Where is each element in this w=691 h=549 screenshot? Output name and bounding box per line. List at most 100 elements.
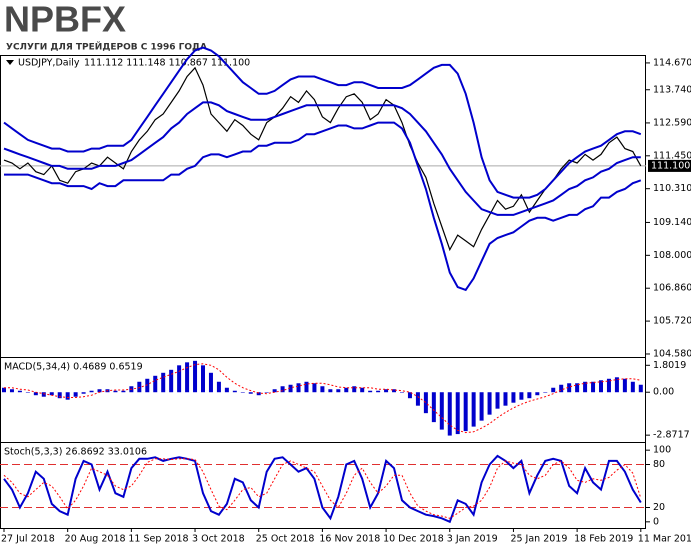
x-tick-label: 11 Mar 2019 — [638, 534, 691, 545]
macd-bar — [535, 392, 540, 396]
macd-bar — [41, 392, 46, 397]
panel-title: MACD(5,34,4) 0.4689 0.6519 — [4, 362, 143, 373]
macd-bar — [145, 378, 150, 393]
macd-bar — [360, 387, 365, 393]
macd-bar — [352, 386, 357, 393]
macd-bar — [344, 387, 349, 393]
x-tick-label: 16 Nov 2018 — [319, 534, 380, 545]
bollinger-band — [3, 101, 641, 216]
macd-bar — [240, 392, 245, 393]
macd-bar — [185, 362, 190, 393]
macd-bar — [193, 360, 198, 393]
macd-bar — [296, 383, 301, 393]
macd-bar — [495, 392, 500, 409]
macd-bar — [376, 390, 381, 393]
macd-bar — [224, 387, 229, 393]
macd-bar — [583, 381, 588, 393]
macd-bar — [423, 392, 428, 414]
macd-bar — [559, 384, 564, 393]
macd-bar — [384, 389, 389, 393]
macd-bar — [471, 392, 476, 427]
last-price-label: 111.100 — [651, 160, 690, 171]
y-tick-label: 104.580 — [653, 348, 691, 359]
y-tick-label: 108.000 — [653, 250, 691, 261]
macd-bar — [97, 389, 102, 393]
macd-bar — [415, 392, 420, 406]
macd-bar — [551, 387, 556, 393]
macd-bar — [328, 389, 333, 393]
macd-bar — [17, 390, 22, 393]
price-line — [3, 66, 642, 252]
x-tick-label: 10 Dec 2018 — [383, 534, 444, 545]
signal-line — [3, 458, 642, 519]
macd-bar — [280, 386, 285, 393]
macd-bar — [65, 392, 70, 400]
y-tick-label: 111.450 — [653, 150, 691, 161]
macd-bar — [121, 390, 126, 393]
x-tick-label: 18 Feb 2019 — [574, 534, 633, 545]
x-tick-label: 3 Oct 2018 — [192, 534, 245, 545]
macd-bar — [487, 392, 492, 415]
macd-bar — [304, 381, 309, 393]
macd-bar — [201, 365, 205, 393]
logo-tagline: УСЛУГИ ДЛЯ ТРЕЙДЕРОВ С 1996 ГОДА — [6, 41, 207, 53]
x-tick-label: 25 Jan 2019 — [510, 534, 567, 545]
macd-bar — [81, 392, 86, 394]
macd-bar — [248, 392, 253, 394]
macd-bar — [614, 377, 619, 393]
macd-bar — [89, 390, 94, 393]
macd-bar — [272, 389, 277, 393]
macd-bar — [368, 390, 373, 393]
bollinger-band — [3, 46, 642, 199]
macd-bar — [49, 392, 54, 396]
macd-bar — [407, 392, 412, 399]
chart-title: USDJPY,Daily — [18, 58, 80, 69]
y-tick-label: 113.740 — [653, 84, 691, 95]
macd-bar — [638, 384, 643, 393]
macd-bar — [169, 369, 174, 393]
macd-bar — [2, 387, 6, 393]
x-tick-label: 25 Oct 2018 — [256, 534, 315, 545]
macd-bar — [33, 392, 38, 396]
macd-bar — [264, 392, 269, 393]
y-tick-label: 109.140 — [653, 217, 691, 228]
y-tick-label: -2.8717 — [653, 430, 690, 441]
macd-bar — [288, 384, 293, 393]
macd-bar — [232, 390, 237, 393]
macd-bar — [392, 389, 397, 393]
panel-title: Stoch(5,3,3) 26.8692 33.0106 — [4, 447, 147, 458]
macd-bar — [137, 381, 142, 393]
y-tick-label: 112.590 — [653, 117, 691, 128]
y-tick-label: 105.720 — [653, 316, 691, 327]
macd-bar — [177, 365, 182, 393]
macd-bar — [519, 392, 524, 400]
logo-brand: NPBFX — [4, 0, 126, 40]
y-tick-label: 0.00 — [653, 387, 674, 398]
macd-bar — [567, 383, 572, 393]
macd-bar — [599, 380, 603, 393]
y-tick-label: 114.670 — [653, 57, 691, 68]
macd-bar — [57, 392, 62, 399]
y-tick-label: 106.860 — [653, 283, 691, 294]
panel-icon — [6, 60, 14, 65]
macd-bar — [161, 372, 166, 393]
macd-bar — [9, 389, 14, 393]
macd-bar — [336, 389, 341, 393]
macd-bar — [320, 386, 325, 393]
macd-bar — [543, 392, 548, 393]
macd-bar — [463, 392, 468, 432]
macd-bar — [25, 392, 30, 393]
bollinger-band — [4, 121, 642, 292]
macd-bar — [622, 378, 627, 393]
macd-bar — [400, 392, 404, 393]
macd-bar — [73, 392, 78, 397]
macd-bar — [479, 392, 484, 421]
macd-bar — [312, 383, 317, 393]
macd-bar — [527, 392, 532, 399]
macd-bar — [503, 392, 508, 406]
macd-bar — [455, 392, 460, 435]
chart-subtitle: 111.112 111.148 110.867 111.100 — [84, 58, 250, 69]
y-tick-label: 100 — [653, 445, 671, 456]
